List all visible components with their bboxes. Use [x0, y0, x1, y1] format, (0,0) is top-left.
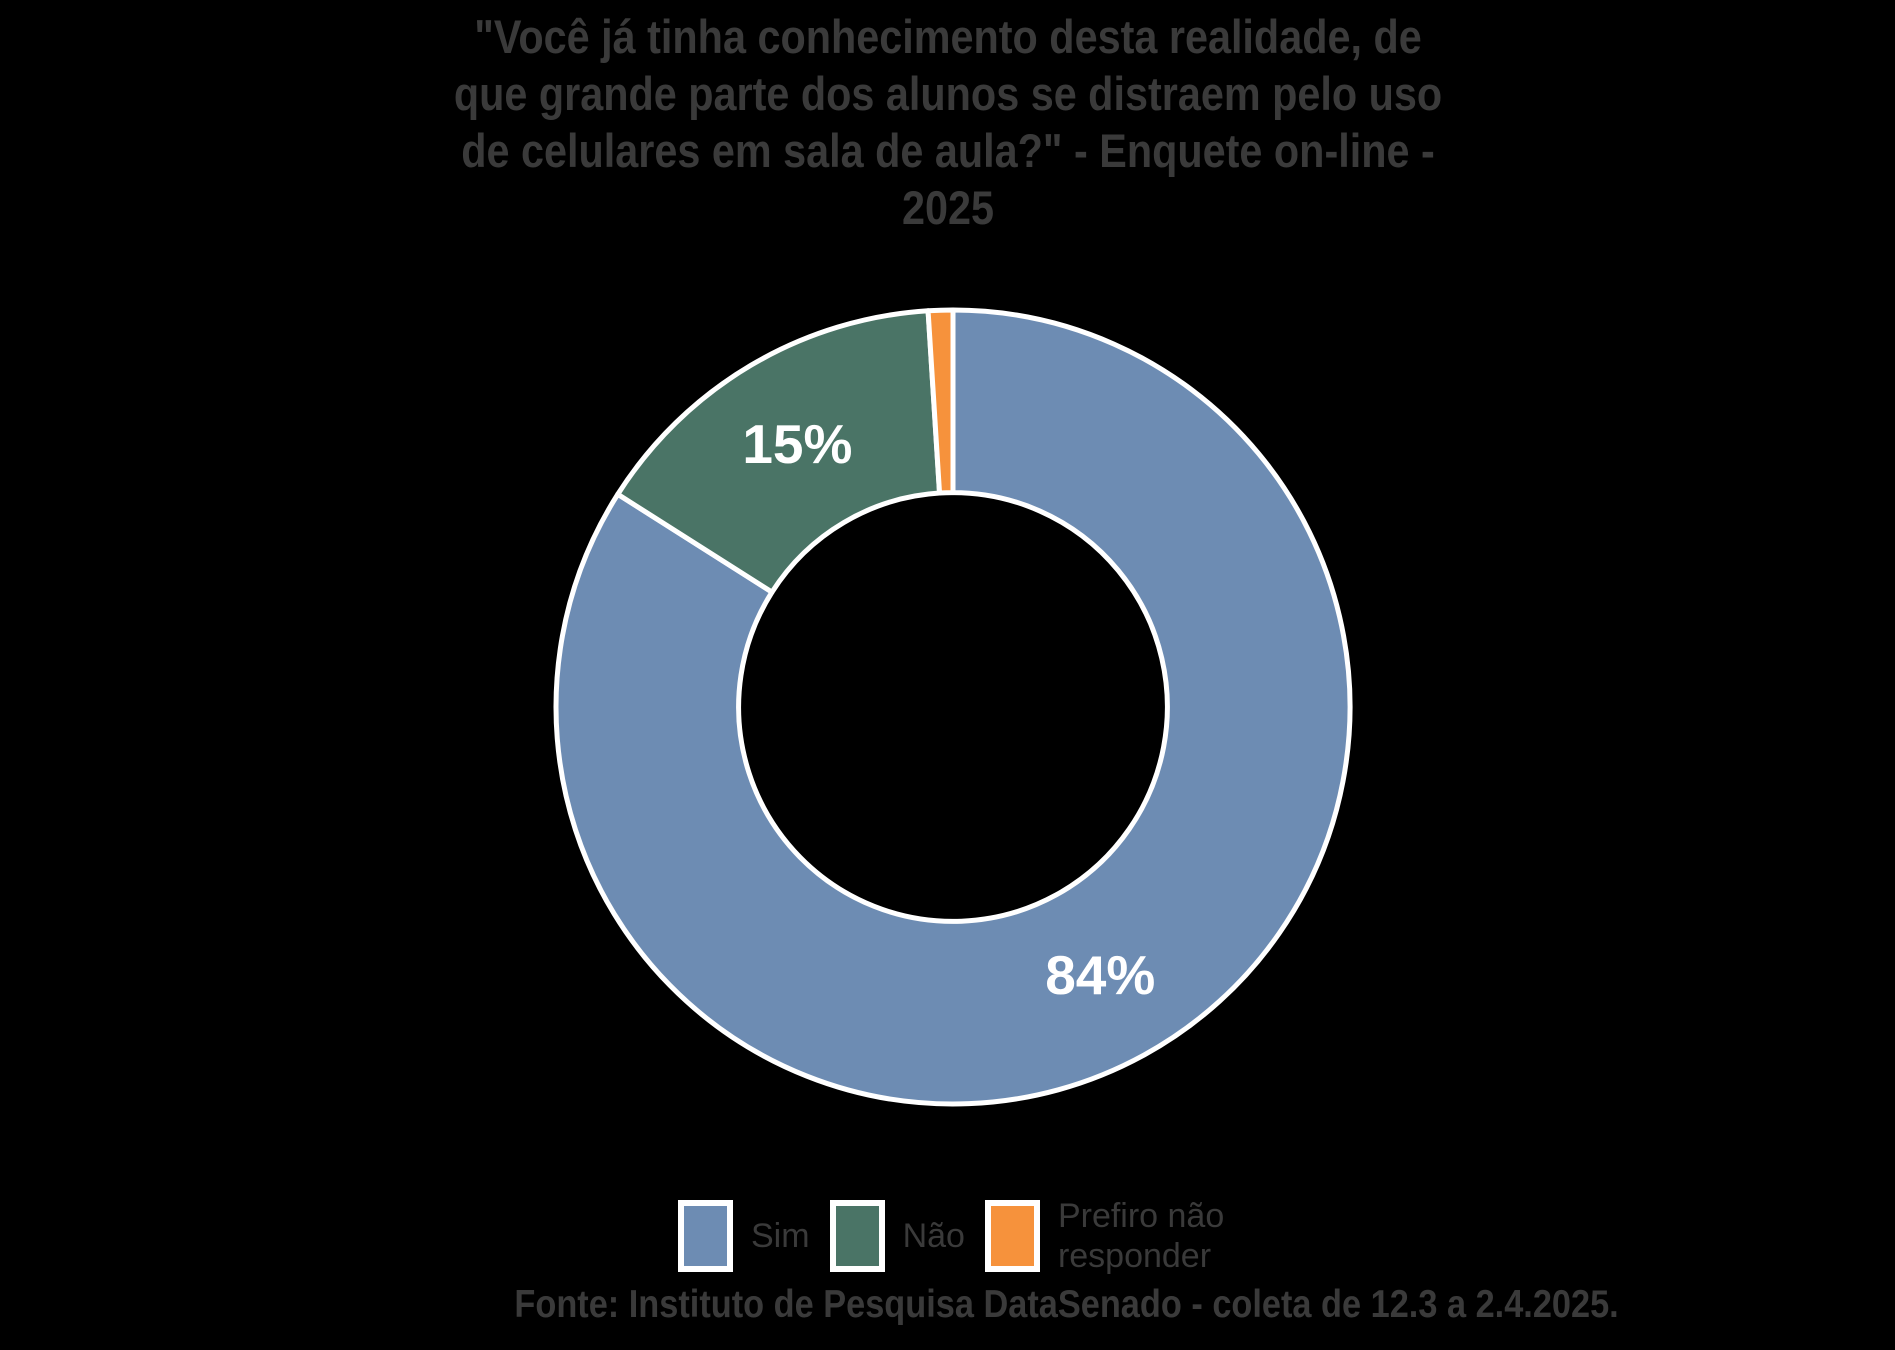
slice-sim	[553, 307, 1353, 1107]
legend-label-sim: Sim	[751, 1217, 810, 1255]
legend-item-sim: Sim	[678, 1200, 810, 1272]
chart-title: "Você já tinha conhecimento desta realid…	[332, 8, 1564, 236]
chart-title-line: 2025	[901, 181, 994, 234]
legend-swatch-nao	[829, 1200, 885, 1272]
chart-title-line: de celulares em sala de aula?" - Enquete…	[460, 124, 1435, 177]
source-note: Fonte: Instituto de Pesquisa DataSenado …	[514, 1283, 1619, 1326]
legend-item-prefiro-nao-responder: Prefiro não responder	[984, 1196, 1236, 1276]
slice-prefiro-n-o-responder	[925, 307, 956, 496]
legend-label-prefiro-nao-responder: Prefiro não responder	[1057, 1197, 1225, 1275]
legend-label-nao: Não	[902, 1217, 965, 1255]
legend-item-nao: Não	[829, 1200, 965, 1272]
legend-swatch-prefiro-nao-responder	[984, 1200, 1040, 1272]
donut-chart-area: 84% 15%	[548, 302, 1358, 1112]
legend-swatch-sim	[678, 1200, 733, 1272]
slice-percentage-label: 15%	[742, 413, 852, 475]
chart-title-line: que grande parte dos alunos se distraem …	[453, 67, 1442, 120]
slice-n-o	[615, 308, 943, 595]
donut-chart: 84% 15%	[553, 307, 1353, 1107]
chart-title-line: "Você já tinha conhecimento desta realid…	[473, 10, 1422, 63]
slice-percentage-label: 84%	[1045, 944, 1155, 1006]
chart-legend: Sim Não Prefiro não responder	[678, 1197, 1236, 1275]
